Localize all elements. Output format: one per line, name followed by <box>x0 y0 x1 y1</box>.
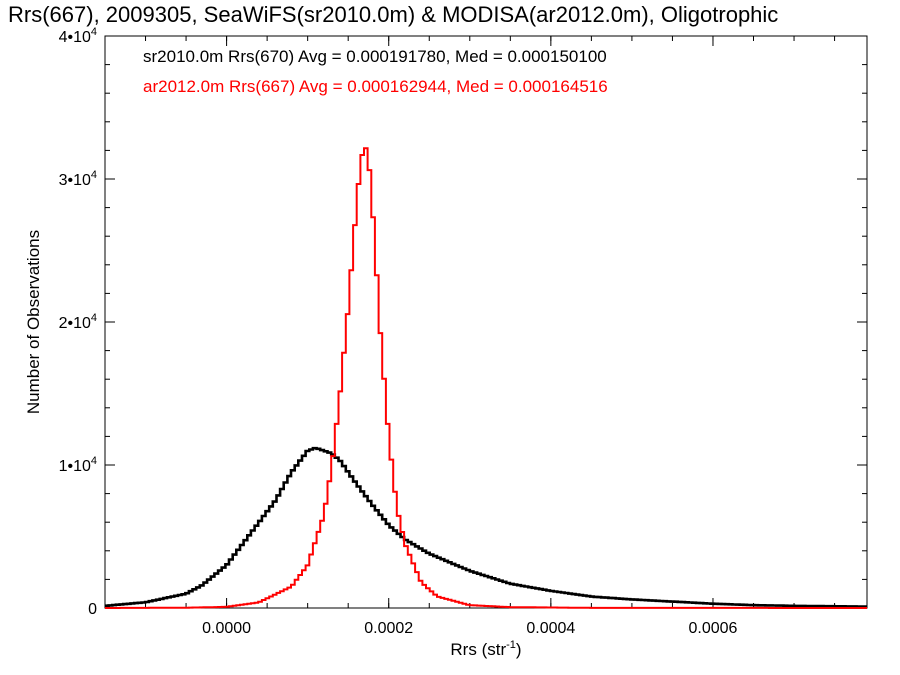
y-tick-label: 0 <box>88 601 97 618</box>
y-tick-label-exponent: 4 <box>91 26 97 38</box>
x-tick-label: 0.0000 <box>202 620 251 637</box>
y-tick-label-base: 2•10 <box>59 315 91 332</box>
x-axis-label-close: ) <box>516 640 522 659</box>
y-axis-label: Number of Observations <box>24 230 43 414</box>
y-tick-label-exponent: 4 <box>91 169 97 181</box>
x-axis-label-superscript: -1 <box>506 639 516 651</box>
x-tick-label: 0.0006 <box>689 620 738 637</box>
legend-entry-red: ar2012.0m Rrs(667) Avg = 0.000162944, Me… <box>143 77 608 96</box>
y-tick-label: 2•104 <box>59 312 97 332</box>
x-axis-label: Rrs (str-1) <box>450 639 521 659</box>
legend-entry-black: sr2010.0m Rrs(670) Avg = 0.000191780, Me… <box>143 47 607 66</box>
y-tick-label-exponent: 4 <box>91 312 97 324</box>
y-tick-label: 1•104 <box>59 455 97 475</box>
chart-title: Rrs(667), 2009305, SeaWiFS(sr2010.0m) & … <box>8 2 778 27</box>
series-line-red <box>105 147 867 609</box>
y-tick-label-exponent: 4 <box>91 455 97 467</box>
series-line-black <box>105 446 867 608</box>
x-tick-label: 0.0002 <box>364 620 413 637</box>
series-group <box>105 147 867 609</box>
y-tick-label: 4•104 <box>59 26 97 46</box>
y-tick-label-base: 4•10 <box>59 29 91 46</box>
y-tick-label-base: 0 <box>88 601 97 618</box>
y-tick-label-base: 1•10 <box>59 458 91 475</box>
x-tick-label: 0.0004 <box>526 620 575 637</box>
y-tick-label-base: 3•10 <box>59 172 91 189</box>
y-tick-label: 3•104 <box>59 169 97 189</box>
x-axis: 0.0000 0.0002 0.0004 0.0006 <box>104 36 836 637</box>
